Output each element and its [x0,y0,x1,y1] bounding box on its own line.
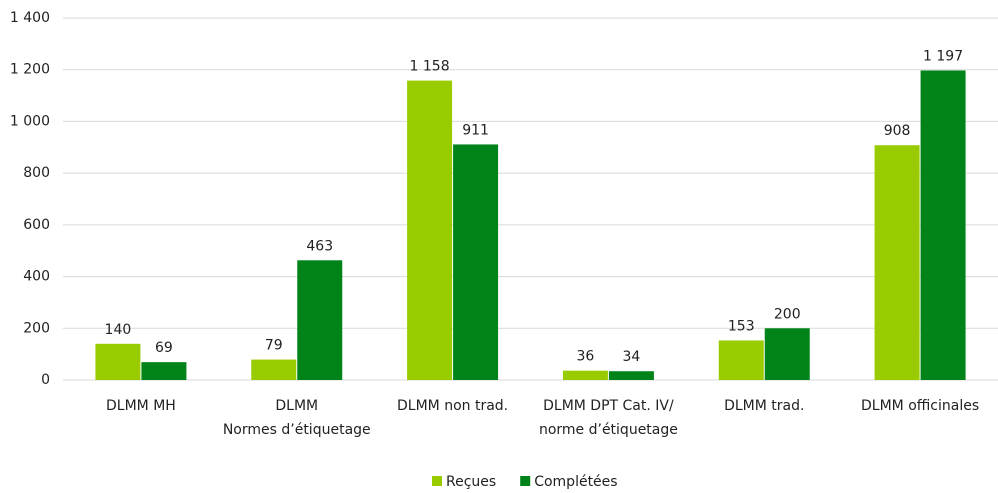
bar [141,362,187,380]
bar [453,144,499,380]
value-label: 34 [623,349,641,365]
x-tick-label: DLMM [275,398,318,414]
bar [764,328,810,380]
legend-label: Complétées [534,474,617,490]
legend-label: Reçues [446,474,496,490]
bar [562,370,608,380]
bar [95,343,141,380]
y-tick-label: 1 000 [10,113,50,129]
value-label: 911 [462,122,489,138]
x-tick-label: Normes d’étiquetage [223,422,371,438]
value-label: 140 [105,322,132,338]
value-label: 200 [774,306,801,322]
x-tick-label: DLMM non trad. [397,398,508,414]
value-label: 79 [265,338,283,354]
bar [251,359,297,380]
value-label: 1 197 [923,48,963,64]
y-tick-label: 200 [23,320,50,336]
bar [608,371,654,380]
x-tick-label: DLMM DPT Cat. IV/ [543,398,674,414]
y-tick-label: 1 400 [10,10,50,26]
x-tick-label: DLMM MH [106,398,176,414]
bar [718,340,764,380]
value-label: 1 158 [410,59,450,75]
value-label: 153 [728,318,755,334]
value-label: 908 [884,123,911,139]
x-tick-label: DLMM officinales [861,398,979,414]
y-tick-label: 1 200 [10,62,50,78]
bar [297,260,343,380]
y-tick-label: 400 [23,269,50,285]
y-tick-label: 0 [41,372,50,388]
x-tick-label: norme d’étiquetage [539,422,678,438]
legend-swatch [520,476,531,486]
bar [407,80,453,381]
y-tick-label: 600 [23,217,50,233]
bar [874,145,920,380]
legend-swatch [432,476,442,486]
value-label: 36 [577,349,595,365]
y-tick-label: 800 [23,165,50,181]
value-label: 463 [306,238,333,254]
bar [920,70,966,381]
value-label: 69 [155,340,173,356]
x-tick-label: DLMM trad. [724,398,804,414]
